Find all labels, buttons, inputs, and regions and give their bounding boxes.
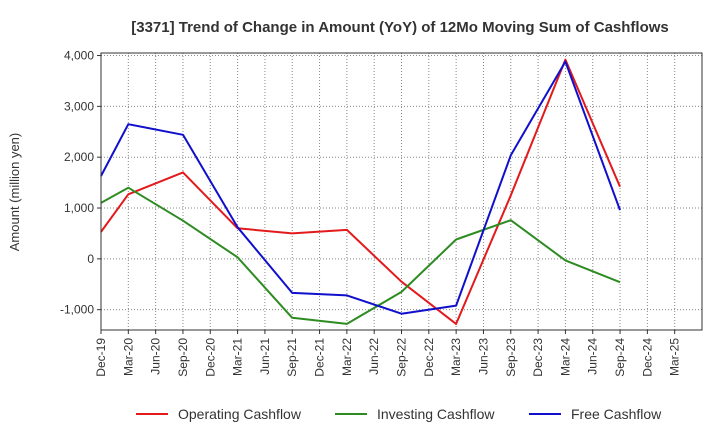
x-tick-label: Sep-20 xyxy=(176,338,190,377)
y-tick-label: 4,000 xyxy=(64,49,94,63)
series-line-free-cashflow xyxy=(100,60,621,315)
y-tick-label: -1,000 xyxy=(60,303,94,317)
x-tick-label: Dec-24 xyxy=(640,338,654,377)
x-tick-label: Sep-23 xyxy=(504,338,518,377)
y-tick-label: 0 xyxy=(87,252,94,266)
x-tick-label: Mar-20 xyxy=(121,338,135,376)
x-tick-label: Dec-19 xyxy=(94,338,108,377)
x-tick-label: Jun-21 xyxy=(258,338,272,375)
y-tick-label: 2,000 xyxy=(64,150,94,164)
y-tick-label: 3,000 xyxy=(64,99,94,113)
x-tick-label: Mar-22 xyxy=(340,338,354,376)
y-axis-ticks: -1,000 0 1,000 2,000 3,000 4,000 xyxy=(60,49,101,317)
y-tick-label: 1,000 xyxy=(64,201,94,215)
x-tick-label: Jun-20 xyxy=(149,338,163,375)
legend-label-investing-cashflow: Investing Cashflow xyxy=(377,406,495,422)
x-tick-label: Dec-22 xyxy=(422,338,436,377)
x-tick-label: Sep-21 xyxy=(285,338,299,377)
x-tick-label: Mar-21 xyxy=(231,338,245,376)
x-tick-label: Jun-22 xyxy=(367,338,381,375)
x-tick-label: Dec-20 xyxy=(203,338,217,377)
x-tick-label: Jun-24 xyxy=(586,338,600,375)
x-tick-label: Sep-22 xyxy=(395,338,409,377)
x-tick-label: Sep-24 xyxy=(613,338,627,377)
x-tick-label: Dec-21 xyxy=(313,338,327,377)
chart-title: [3371] Trend of Change in Amount (YoY) o… xyxy=(131,19,669,36)
series-line-investing-cashflow xyxy=(100,186,621,325)
x-tick-label: Dec-23 xyxy=(531,338,545,377)
x-tick-label: Mar-25 xyxy=(668,338,682,376)
legend-label-free-cashflow: Free Cashflow xyxy=(571,406,662,422)
horizontal-grid xyxy=(101,55,702,311)
x-tick-label: Mar-24 xyxy=(558,338,572,376)
x-axis-ticks: Dec-19 Mar-20 Jun-20 Sep-20 Dec-20 Mar-21 Jun-… xyxy=(94,330,682,377)
legend: Operating Cashflow Investing Cashflow Free… xyxy=(136,406,662,422)
x-tick-label: Mar-23 xyxy=(449,338,463,376)
legend-label-operating-cashflow: Operating Cashflow xyxy=(178,406,302,422)
y-axis-label: Amount (million yen) xyxy=(7,133,22,252)
x-tick-label: Jun-23 xyxy=(476,338,490,375)
series-line-operating-cashflow xyxy=(100,58,621,325)
series-lines xyxy=(100,58,621,325)
